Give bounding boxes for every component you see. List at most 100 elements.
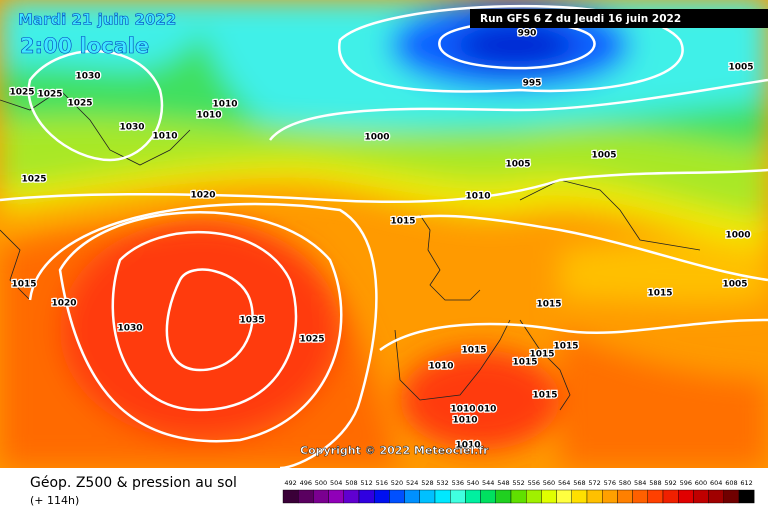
isobar-label: 1010 <box>152 132 177 142</box>
colorbar-swatch <box>389 489 405 504</box>
isobar-label: 1015 <box>11 280 36 290</box>
colorbar-swatch <box>419 489 436 504</box>
isobar-label: 1005 <box>722 280 747 290</box>
footer-lead: (+ 114h) <box>30 494 79 507</box>
isobar-label: 1015 <box>532 391 557 401</box>
isobar-label: 1015 <box>512 358 537 368</box>
colorbar-label: 596 <box>680 479 692 487</box>
isobar-label: 1000 <box>364 133 389 143</box>
colorbar-label: 564 <box>558 479 570 487</box>
colorbar-swatch <box>298 489 314 504</box>
colorbar-label: 588 <box>649 479 661 487</box>
colorbar-label: 604 <box>710 479 722 487</box>
colorbar-label: 524 <box>406 479 418 487</box>
run-box <box>470 9 768 28</box>
isobar-label: 1010 <box>465 192 490 202</box>
colorbar-swatch <box>541 489 557 504</box>
colorbar-swatch <box>723 489 740 504</box>
isobar-label: 1015 <box>529 350 554 360</box>
colorbar-label: 492 <box>284 479 296 487</box>
colorbar-label: 560 <box>543 479 555 487</box>
isobar-label: 1005 <box>728 63 753 73</box>
isobar-label: 1020 <box>190 191 215 201</box>
colorbar-label: 572 <box>588 479 600 487</box>
isobar-label: 1015 <box>461 346 486 356</box>
isobar-label: 1030 <box>119 123 144 133</box>
date-title: Mardi 21 juin 2022 <box>18 11 176 29</box>
isobar-label: 1030 <box>75 72 100 82</box>
isobar-label: 1015 <box>536 300 561 310</box>
colorbar-label: 600 <box>695 479 707 487</box>
isobar-label: 1010 <box>452 416 477 426</box>
colorbar-swatch <box>662 489 679 504</box>
isobar-label: 1005 <box>505 160 530 170</box>
isobar-label: 1030 <box>117 324 142 334</box>
colorbar-swatch <box>526 489 542 504</box>
colorbar-swatch <box>358 489 375 504</box>
colorbar-label: 544 <box>482 479 494 487</box>
isobar-label: 1010 <box>428 362 453 372</box>
colorbar-label: 532 <box>436 479 448 487</box>
time-title: 2:00 locale <box>20 34 149 58</box>
colorbar-swatch <box>617 489 633 504</box>
colorbar-swatch <box>571 489 588 504</box>
isobar-label: 990 <box>518 29 537 39</box>
colorbar-swatch <box>738 489 755 504</box>
footer-title: Géop. Z500 & pression au sol <box>30 475 237 491</box>
colorbar-label: 580 <box>619 479 631 487</box>
colorbar-swatch <box>313 489 329 504</box>
colorbar-label: 516 <box>376 479 388 487</box>
colorbar-label: 504 <box>330 479 342 487</box>
colorbar-label: 568 <box>573 479 585 487</box>
colorbar-label: 612 <box>740 479 752 487</box>
colorbar-label: 520 <box>391 479 403 487</box>
isobar-label: 1020 <box>51 299 76 309</box>
colorbar-swatch <box>602 489 618 504</box>
colorbar-swatch <box>586 489 603 504</box>
isobar-label: 1005 <box>591 151 616 161</box>
isobar-label: 1035 <box>239 316 264 326</box>
isobar-label: 1025 <box>67 99 92 109</box>
colorbar-swatch <box>647 489 664 504</box>
colorbar-swatch <box>480 489 497 504</box>
colorbar-label: 576 <box>604 479 616 487</box>
colorbar-swatch <box>495 489 512 504</box>
colorbar-swatch <box>343 489 360 504</box>
isobar-label: 1025 <box>9 88 34 98</box>
colorbar-label: 548 <box>497 479 509 487</box>
colorbar-swatch <box>632 489 648 504</box>
colorbar-label: 556 <box>528 479 540 487</box>
background-field <box>0 0 768 468</box>
isobar-label: 1010 <box>455 441 480 451</box>
colorbar-label: 608 <box>725 479 737 487</box>
colorbar-label: 552 <box>512 479 524 487</box>
isobar-label: 1015 <box>390 217 415 227</box>
isobar-label: 010 <box>478 405 497 415</box>
colorbar-swatch <box>282 489 299 504</box>
colorbar: 492 496 500 504 508 512 516 520 524 528 532 536 540 5… <box>282 479 755 504</box>
colorbar-label: 512 <box>360 479 372 487</box>
colorbar-label: 528 <box>421 479 433 487</box>
isobar-label: 1010 <box>196 111 221 121</box>
isobar-label: 1025 <box>37 90 62 100</box>
isobar-label: 1025 <box>299 335 324 345</box>
colorbar-label: 540 <box>467 479 479 487</box>
colorbar-swatch <box>708 489 724 504</box>
colorbar-swatch <box>556 489 572 504</box>
isobar-label: 1025 <box>21 175 46 185</box>
colorbar-swatch <box>434 489 451 504</box>
colorbar-label: 584 <box>634 479 646 487</box>
colorbar-swatch <box>510 489 527 504</box>
run-text: Run GFS 6 Z du Jeudi 16 juin 2022 <box>480 13 681 25</box>
colorbar-swatch <box>693 489 709 504</box>
colorbar-label: 508 <box>345 479 357 487</box>
colorbar-swatch <box>678 489 694 504</box>
colorbar-swatch <box>374 489 390 504</box>
colorbar-label: 592 <box>664 479 676 487</box>
copyright: Copyright © 2022 Meteociel.fr <box>300 444 489 457</box>
isobar-label: 995 <box>523 79 542 89</box>
colorbar-swatch <box>328 489 345 504</box>
colorbar-label: 536 <box>452 479 464 487</box>
isobar-label: 1015 <box>553 342 578 352</box>
